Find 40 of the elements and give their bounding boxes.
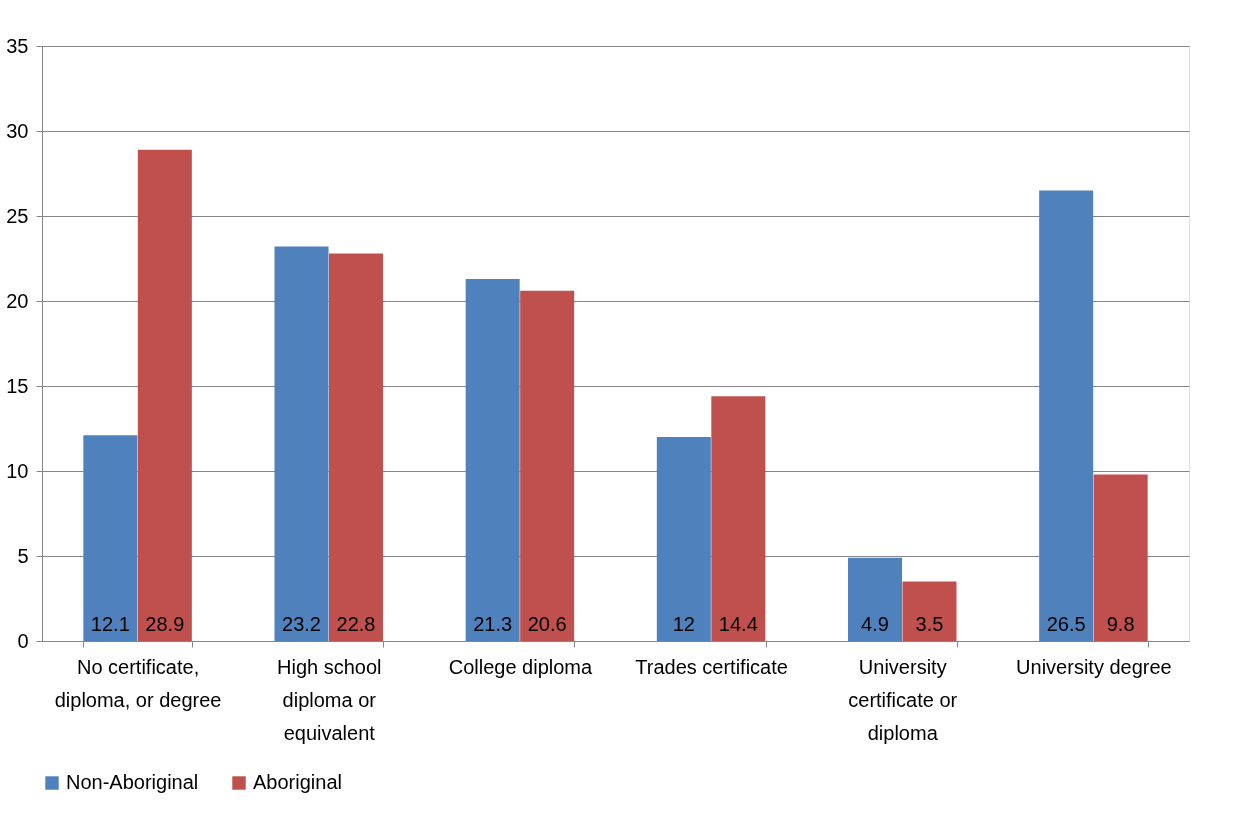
data-label: 22.8 bbox=[336, 613, 376, 635]
data-label: 4.9 bbox=[861, 613, 889, 635]
y-tick-label: 35 bbox=[6, 34, 29, 57]
data-label: 23.2 bbox=[282, 613, 321, 635]
data-label: 3.5 bbox=[915, 613, 944, 635]
bar bbox=[274, 246, 329, 641]
x-tick-label: University degree bbox=[1016, 655, 1172, 678]
y-tick-label: 0 bbox=[17, 629, 29, 652]
y-tick-label: 15 bbox=[6, 374, 29, 397]
bar bbox=[656, 437, 711, 641]
data-label: 26.5 bbox=[1046, 613, 1086, 635]
bar bbox=[711, 396, 766, 641]
x-tick-label: Trades certificate bbox=[635, 655, 788, 678]
legend-label: Aboriginal bbox=[253, 771, 342, 793]
y-tick-label: 10 bbox=[6, 459, 29, 482]
x-tick-label: College diploma bbox=[448, 655, 593, 678]
data-label: 12.1 bbox=[90, 613, 130, 635]
data-label: 14.4 bbox=[718, 613, 758, 635]
data-label: 21.3 bbox=[473, 613, 513, 635]
y-tick-label: 30 bbox=[6, 119, 29, 142]
bar bbox=[465, 278, 520, 641]
data-label: 12 bbox=[672, 613, 695, 635]
x-tick-label: No certificate, diploma, or degree bbox=[54, 655, 222, 711]
x-tick-label: High school diploma or equivalent bbox=[276, 655, 382, 744]
data-label: 28.9 bbox=[145, 613, 185, 635]
bar bbox=[137, 149, 192, 641]
y-tick-label: 20 bbox=[6, 289, 29, 312]
bar bbox=[83, 435, 138, 641]
y-tick-label: 25 bbox=[6, 204, 29, 227]
bar bbox=[902, 581, 957, 641]
y-tick-label: 5 bbox=[17, 544, 29, 567]
data-label: 20.6 bbox=[527, 613, 567, 635]
bar bbox=[520, 290, 575, 641]
bar bbox=[328, 253, 383, 641]
bar bbox=[1039, 190, 1094, 641]
bar bbox=[848, 557, 903, 641]
legend-label: Non-Aboriginal bbox=[66, 771, 199, 793]
data-label: 9.8 bbox=[1106, 613, 1135, 635]
bar bbox=[1093, 474, 1148, 641]
x-tick-label: University certificate or diploma bbox=[848, 655, 958, 744]
